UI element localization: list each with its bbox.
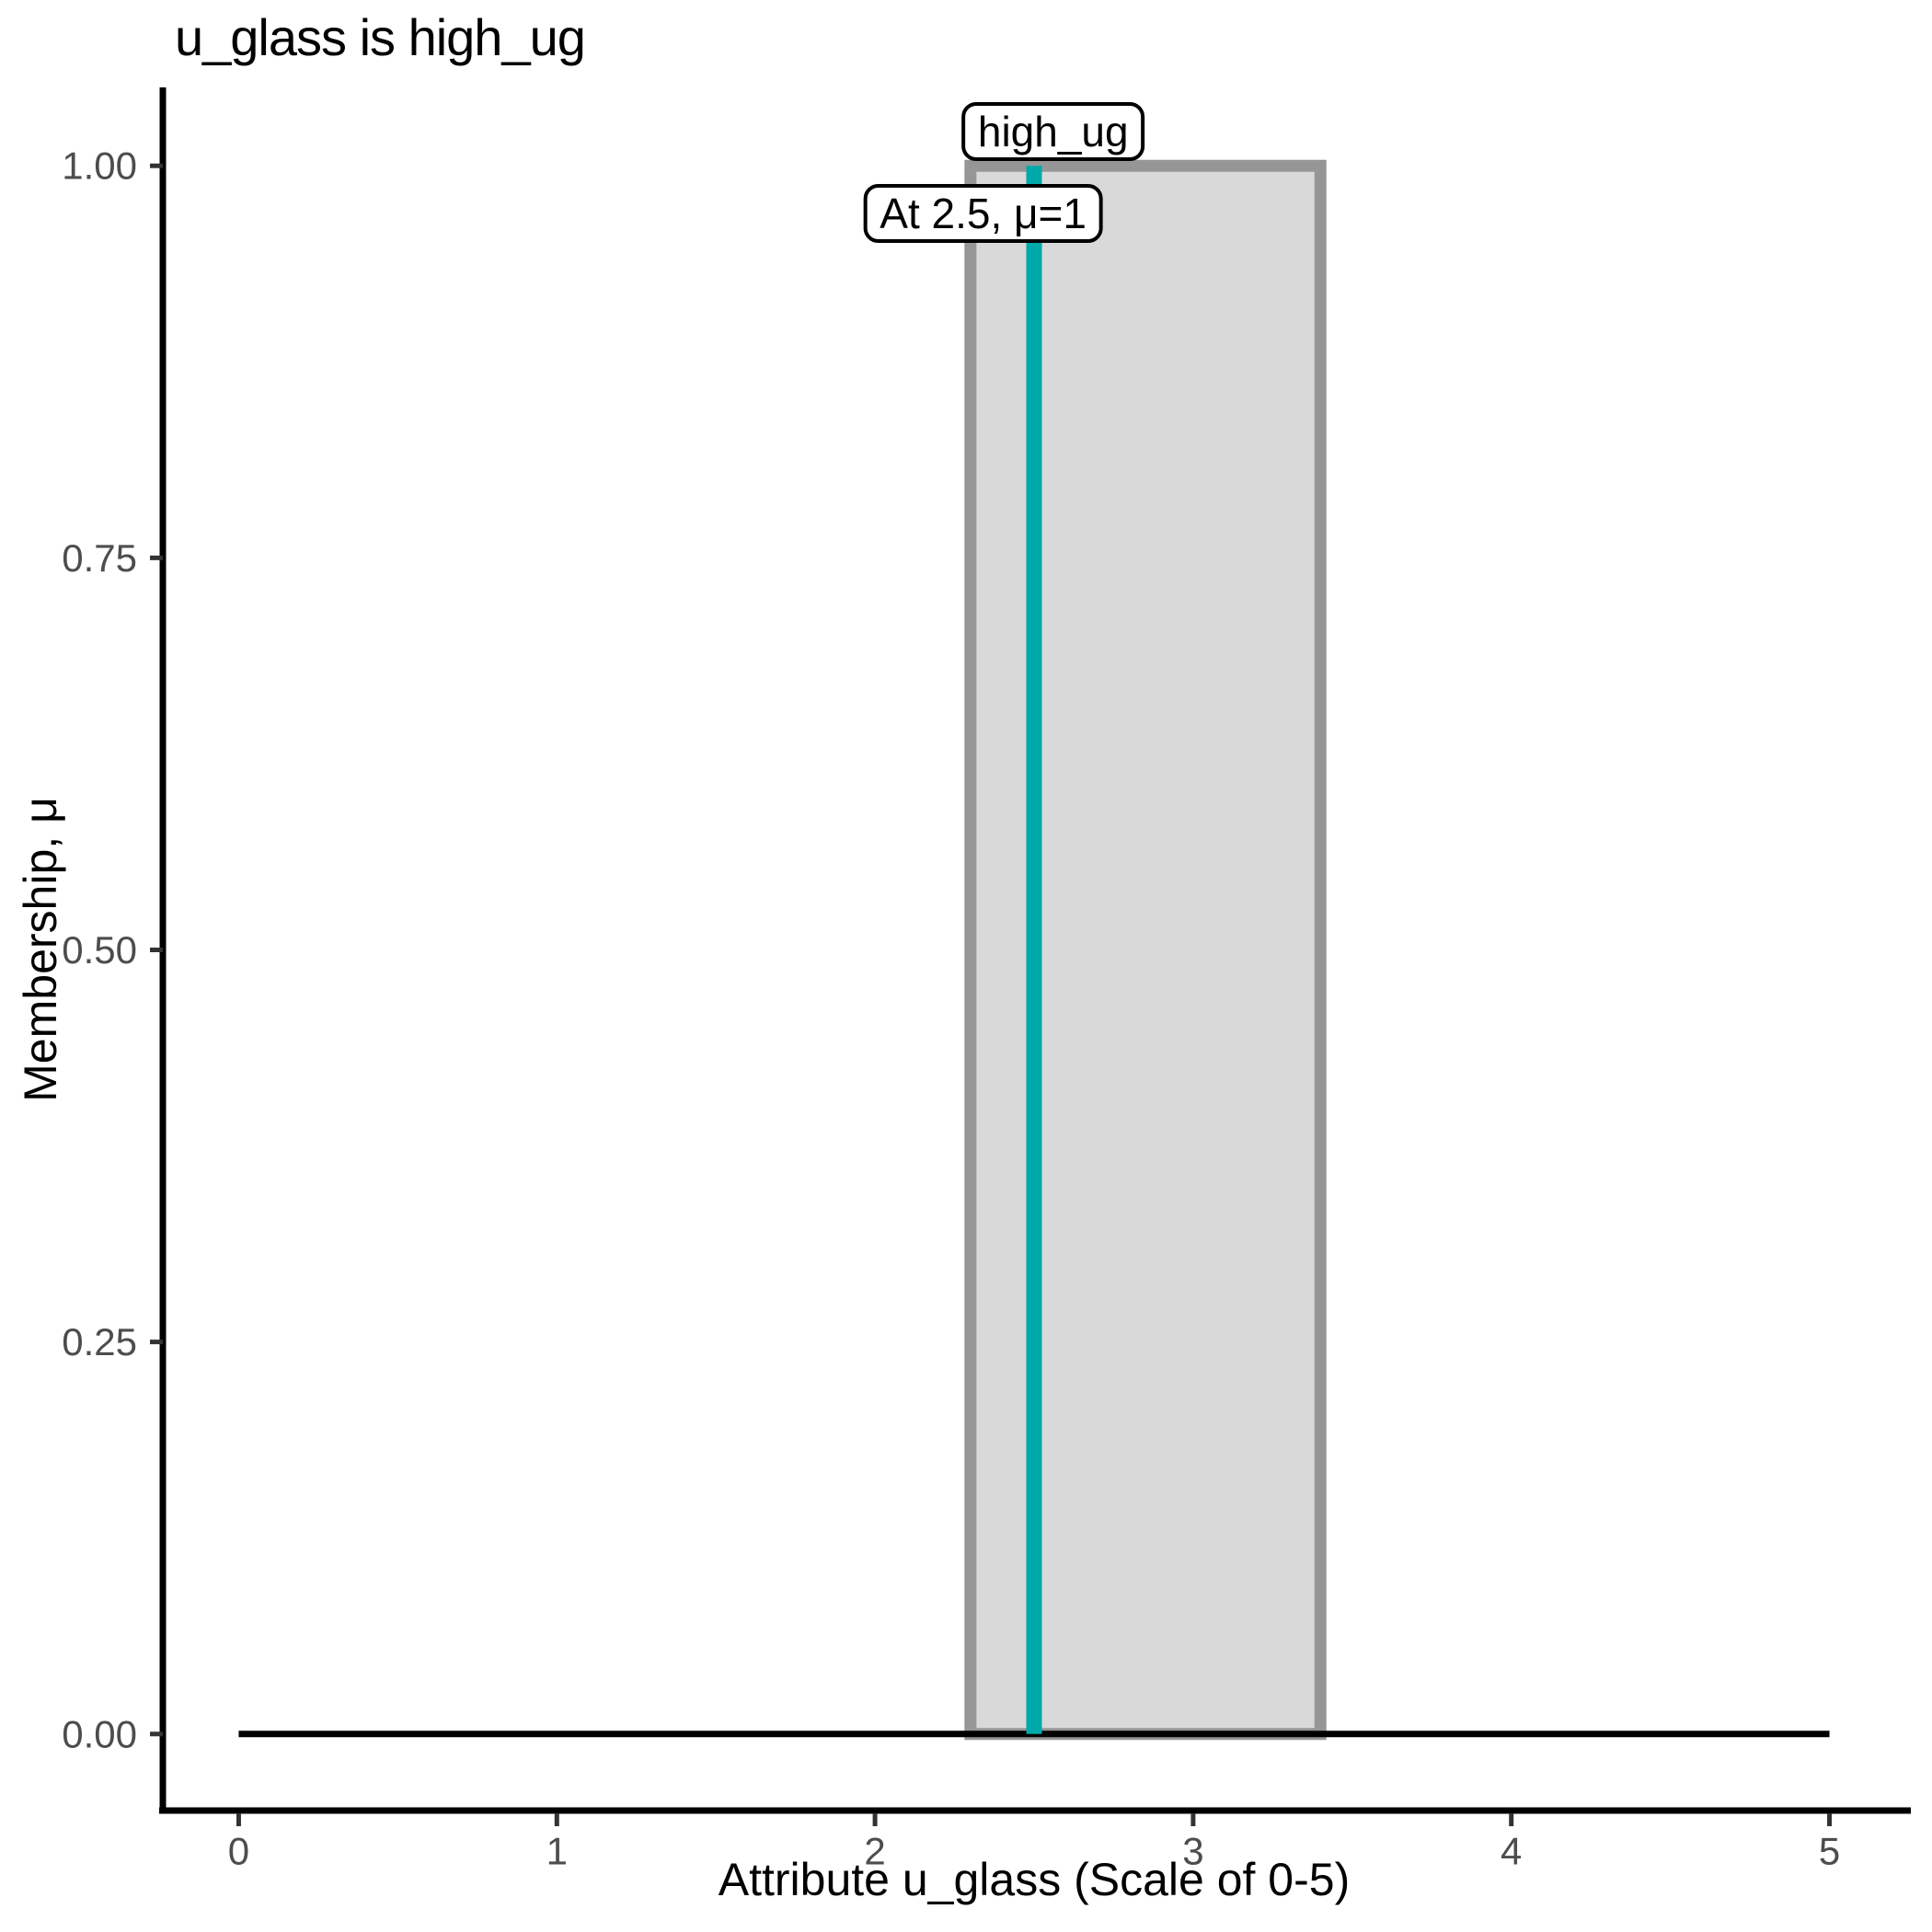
membership-rect xyxy=(964,159,1327,1741)
set-name-label: high_ug xyxy=(960,102,1145,162)
y-tick-label-0.25: 0.25 xyxy=(62,1320,137,1363)
x-tick-label-3: 3 xyxy=(1182,1830,1203,1873)
y-tick-label-0.00: 0.00 xyxy=(62,1712,137,1755)
plot-title: u_glass is high_ug xyxy=(175,8,586,66)
marker-readout-label: At 2.5, μ=1 xyxy=(863,184,1104,244)
y-tick-label-0.50: 0.50 xyxy=(62,928,137,972)
x-axis-title: Attribute u_glass (Scale of 0-5) xyxy=(718,1854,1351,1905)
x-tick-label-1: 1 xyxy=(546,1830,568,1873)
x-tick-label-2: 2 xyxy=(864,1830,885,1873)
y-tick-label-0.75: 0.75 xyxy=(62,536,137,580)
x-tick-label-0: 0 xyxy=(228,1830,249,1873)
x-tick-label-4: 4 xyxy=(1501,1830,1522,1873)
x-tick-label-5: 5 xyxy=(1819,1830,1840,1873)
y-tick-label-1.00: 1.00 xyxy=(62,144,137,188)
